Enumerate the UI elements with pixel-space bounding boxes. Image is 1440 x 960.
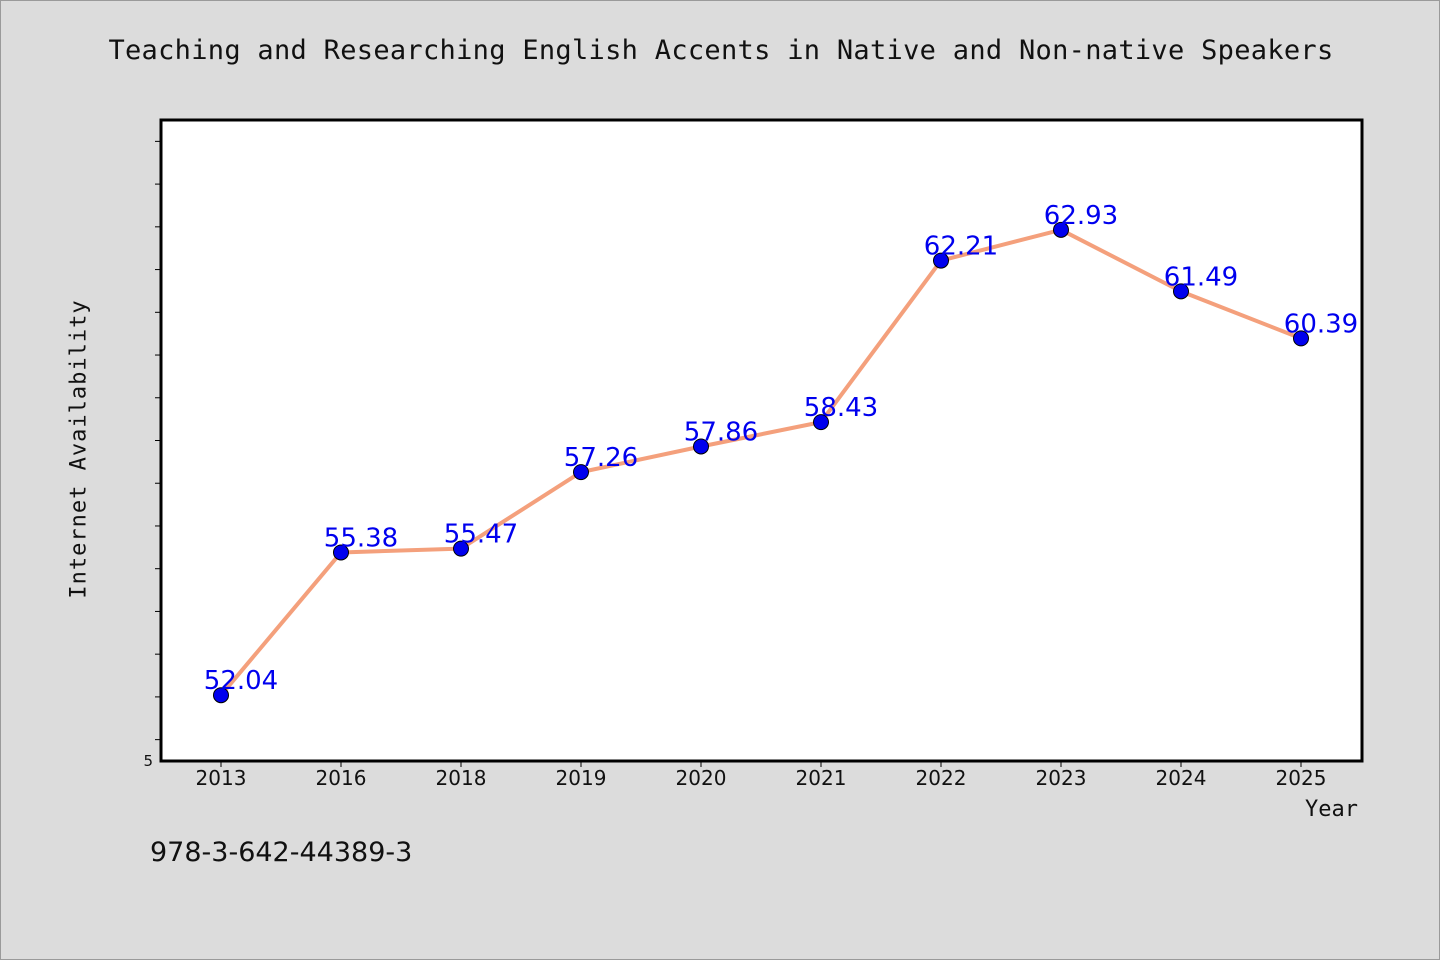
data-label: 55.47 — [444, 520, 518, 550]
series-line — [219, 227, 1302, 697]
x-tick-label: 2018 — [436, 766, 487, 790]
data-label: 62.93 — [1044, 201, 1118, 231]
x-tick-label: 2024 — [1156, 766, 1207, 790]
data-point — [573, 464, 589, 481]
data-label: 57.86 — [684, 417, 758, 447]
x-tick-label: 2013 — [196, 766, 247, 790]
x-tick-label: 2016 — [316, 766, 367, 790]
data-label: 61.49 — [1164, 262, 1238, 292]
chart-title: Teaching and Researching English Accents… — [108, 35, 1334, 66]
data-label: 55.38 — [324, 523, 398, 553]
data-label: 62.21 — [924, 232, 998, 262]
data-point — [213, 687, 229, 704]
isbn-footer: 978-3-642-44389-3 — [150, 837, 413, 868]
x-axis-label: Year — [1305, 797, 1358, 822]
x-tick-label: 2025 — [1276, 766, 1327, 790]
data-label: 58.43 — [804, 393, 878, 423]
x-tick-label: 2022 — [916, 766, 967, 790]
data-point — [1173, 283, 1189, 300]
plot-frame — [159, 118, 1364, 763]
data-point — [333, 544, 349, 561]
x-tick-label: 2021 — [796, 766, 847, 790]
data-point — [813, 414, 829, 431]
data-point — [933, 252, 949, 269]
data-label: 60.39 — [1284, 309, 1358, 339]
data-label: 57.26 — [564, 443, 638, 473]
x-tick-label: 2020 — [676, 766, 727, 790]
data-point — [453, 540, 469, 557]
x-tick-label: 2019 — [556, 766, 607, 790]
data-label: 52.04 — [204, 666, 278, 696]
x-tick-label: 2023 — [1036, 766, 1087, 790]
data-point — [1053, 221, 1069, 238]
data-point — [1293, 330, 1309, 347]
plot-area — [161, 120, 1362, 761]
data-point — [693, 438, 709, 455]
y-tick-label: 5 — [143, 752, 153, 770]
